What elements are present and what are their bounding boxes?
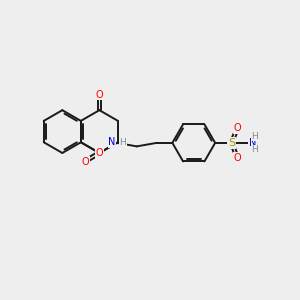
Text: N: N <box>108 137 116 147</box>
Text: O: O <box>81 157 89 166</box>
Text: O: O <box>234 123 241 133</box>
Text: H: H <box>251 132 258 141</box>
Text: O: O <box>234 153 241 163</box>
Text: O: O <box>96 148 103 158</box>
Text: O: O <box>96 90 103 100</box>
Text: H: H <box>119 138 126 147</box>
Text: H: H <box>251 145 258 154</box>
Text: S: S <box>228 138 235 148</box>
Text: N: N <box>249 138 256 148</box>
